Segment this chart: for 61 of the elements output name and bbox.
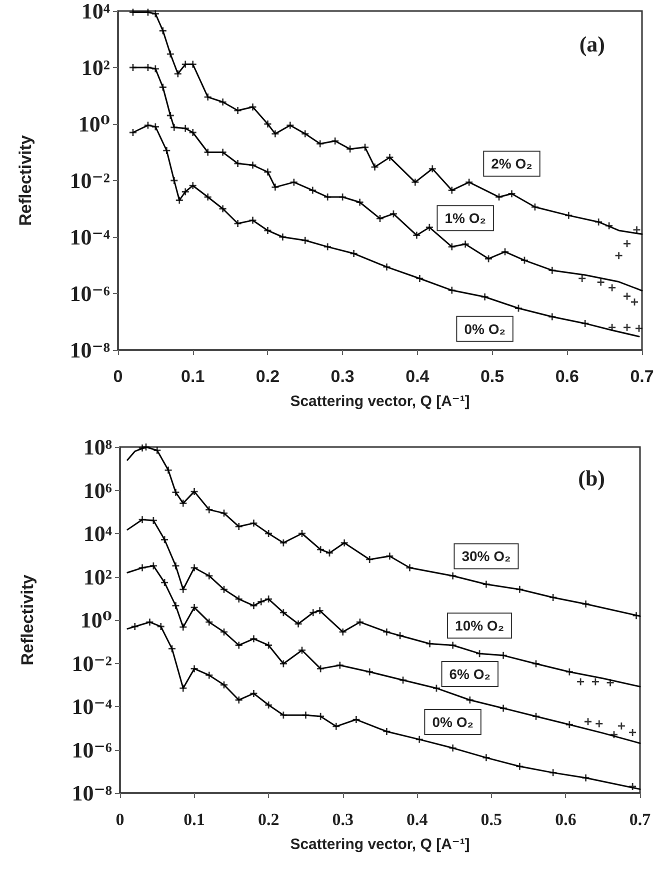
x-tick-label: 0.5 — [480, 810, 502, 829]
point — [608, 324, 616, 331]
series-label: 0% O₂ — [432, 714, 474, 730]
point — [636, 324, 643, 332]
point — [618, 722, 625, 730]
y-tick-label: 10⁴ — [83, 521, 112, 546]
y-tick-label: 10⁻² — [70, 168, 110, 193]
y-axis-title: Reflectivity — [18, 574, 37, 666]
point — [624, 240, 631, 248]
x-tick-label: 0.1 — [184, 810, 205, 829]
x-tick-label: 0 — [116, 810, 124, 829]
series-label: 2% O₂ — [491, 156, 532, 172]
point — [577, 678, 584, 686]
point — [592, 678, 599, 686]
point — [633, 226, 640, 234]
y-tick-label: 10⁴ — [81, 0, 110, 24]
x-axis-title: Scattering vector, Q [A⁻¹] — [290, 836, 470, 853]
x-tick-label: 0.6 — [555, 810, 576, 829]
x-tick-label: 0.3 — [330, 367, 354, 386]
point — [597, 278, 604, 286]
y-tick-label: 10² — [81, 55, 110, 80]
series-label: 1% O₂ — [444, 210, 486, 226]
point — [615, 252, 622, 260]
y-tick-label: 10⁻² — [72, 650, 112, 676]
y-tick-label: 10⁸ — [83, 434, 112, 460]
x-tick-label: 0.5 — [480, 367, 504, 386]
x-tick-label: 0.1 — [181, 367, 205, 386]
series-label: 0% O₂ — [464, 320, 506, 337]
x-tick-label: 0 — [113, 367, 123, 386]
point — [629, 728, 636, 736]
x-tick-label: 0.2 — [258, 810, 280, 829]
x-tick-label: 0.7 — [629, 810, 652, 829]
x-tick-label: 0.4 — [406, 810, 428, 829]
point — [624, 324, 631, 331]
y-tick-label: 10⁻⁸ — [70, 338, 110, 362]
point — [624, 292, 631, 300]
x-tick-label: 0.2 — [256, 367, 280, 386]
x-tick-label: 0.6 — [555, 367, 579, 386]
y-tick-label: 10⁰ — [80, 608, 112, 632]
point — [596, 720, 603, 728]
y-tick-label: 10⁻⁶ — [70, 281, 110, 306]
point — [608, 284, 616, 292]
point — [606, 679, 614, 686]
x-tick-label: 0.4 — [406, 367, 430, 386]
y-axis-title: Reflectivity — [16, 134, 35, 226]
text: (a) — [579, 32, 606, 56]
x-tick-label: 0.3 — [332, 810, 354, 829]
y-tick-label: 10⁶ — [83, 478, 112, 503]
y-tick-label: 10² — [83, 564, 112, 590]
series-label: 30% O₂ — [462, 548, 511, 564]
text: (b) — [578, 466, 606, 490]
x-tick-label: 0.7 — [630, 367, 654, 386]
series-label: 6% O₂ — [449, 666, 491, 682]
y-tick-label: 10⁻⁶ — [72, 737, 112, 762]
y-tick-label: 10⁰ — [78, 112, 110, 136]
point — [584, 718, 592, 726]
y-tick-label: 10⁻⁸ — [72, 780, 112, 806]
series-label: 10% O₂ — [455, 618, 504, 634]
y-tick-label: 10⁻⁴ — [70, 224, 110, 250]
x-axis-title: Scattering vector, Q [A⁻¹] — [290, 393, 470, 410]
y-tick-label: 10⁻⁴ — [72, 694, 112, 719]
